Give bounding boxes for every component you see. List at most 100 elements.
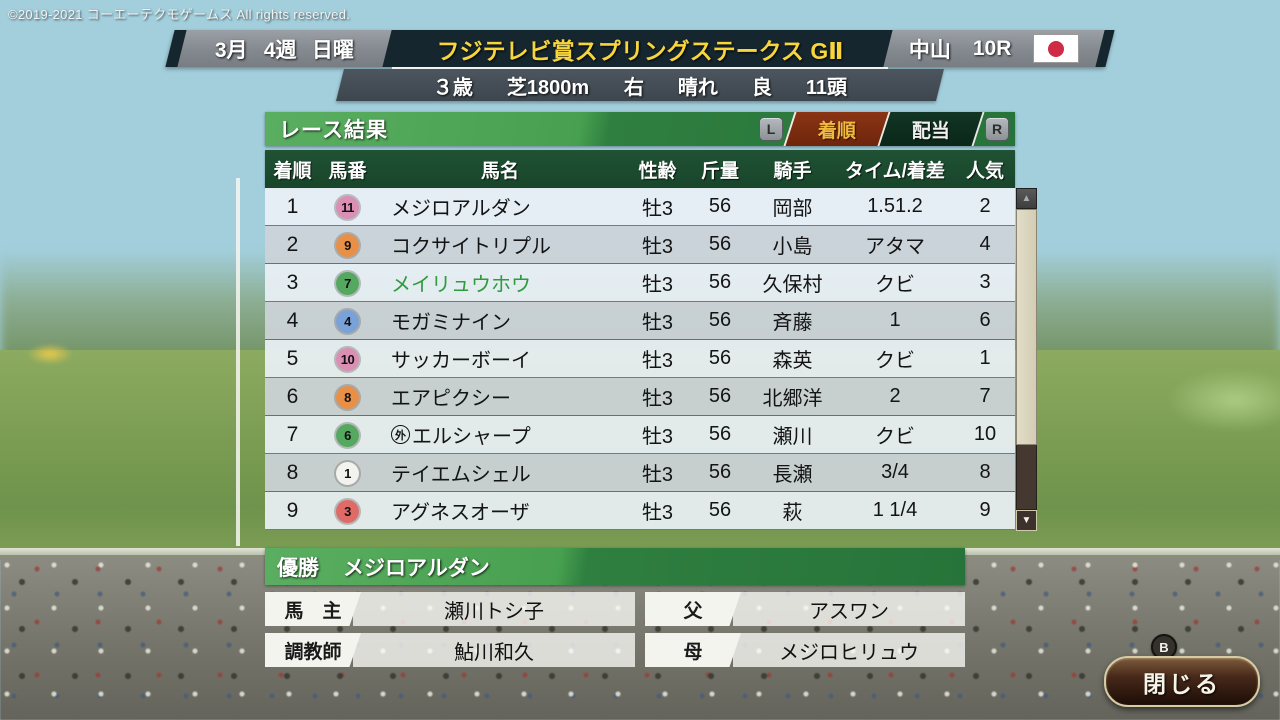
sex-age: 牡3 <box>641 312 674 334</box>
date-week: 4週 <box>263 38 297 62</box>
finish-position: 3 <box>286 270 299 294</box>
col-weight: 斤量 <box>700 160 739 182</box>
sex-age: 牡3 <box>641 388 674 410</box>
pole-decoration <box>236 178 240 546</box>
horse-name: メイリュウホウ <box>391 274 531 296</box>
jockey-name: 瀬川 <box>772 426 813 448</box>
horse-number-badge: 9 <box>336 233 359 257</box>
jockey-name: 北郷洋 <box>762 388 823 410</box>
trainer-label: 調教師 <box>265 633 361 667</box>
japan-flag-icon <box>1033 34 1080 63</box>
sex-age: 牡3 <box>641 350 674 372</box>
owner-label: 馬 主 <box>265 592 361 626</box>
panel-title: レース結果 <box>279 119 388 142</box>
close-button[interactable]: 閉じる <box>1104 656 1260 707</box>
time-margin: クビ <box>875 274 915 296</box>
horse-number-badge: 8 <box>336 385 359 409</box>
horse-name: アグネスオーザ <box>391 502 530 524</box>
date-day: 日曜 <box>312 38 355 62</box>
venue-banner: 中山 10R <box>883 30 1105 67</box>
race-date: 3月 4週 日曜 <box>177 30 392 67</box>
jockey-name: 小島 <box>772 236 813 258</box>
popularity: 1 <box>979 347 991 369</box>
finish-position: 2 <box>286 232 299 256</box>
jockey-name: 長瀬 <box>772 464 813 486</box>
trainer-row: 調教師 鮎川和久 <box>265 633 635 667</box>
horse-name: コクサイトリプル <box>391 236 551 258</box>
scrollbar-track[interactable] <box>1016 445 1037 510</box>
horse-number-badge: 6 <box>336 423 359 447</box>
dam-label: 母 <box>645 633 741 667</box>
scroll-up-icon[interactable]: ▲ <box>1016 188 1037 209</box>
scrollbar-thumb[interactable] <box>1016 209 1037 445</box>
table-row[interactable]: 3 7 メイリュウホウ 牡3 56 久保村 クビ 3 <box>265 264 1015 302</box>
condition-weather: 晴れ <box>677 76 718 99</box>
owner-row: 馬 主 瀬川トシ子 <box>265 592 635 626</box>
time-margin: クビ <box>875 350 915 372</box>
popularity: 10 <box>973 423 997 445</box>
tab-payout[interactable]: 配当 <box>879 112 985 146</box>
l-shoulder-button[interactable]: L <box>759 117 783 141</box>
carried-weight: 56 <box>708 499 732 521</box>
col-time-margin: タイム/着差 <box>845 160 945 182</box>
popularity: 8 <box>979 461 991 483</box>
sex-age: 牡3 <box>641 502 674 524</box>
carried-weight: 56 <box>708 271 732 293</box>
popularity: 6 <box>979 309 991 331</box>
scroll-down-icon[interactable]: ▼ <box>1016 510 1037 531</box>
jockey-name: 萩 <box>782 502 803 524</box>
popularity: 4 <box>979 233 991 255</box>
table-row[interactable]: 6 8 エアピクシー 牡3 56 北郷洋 2 7 <box>265 378 1015 416</box>
results-table-header: 着順 馬番 馬名 性齢 斤量 騎手 タイム/着差 人気 <box>265 150 1015 188</box>
race-title-banner: フジテレビ賞スプリングステークス GⅡ <box>392 30 888 67</box>
table-row[interactable]: 8 1 テイエムシェル 牡3 56 長瀬 3/4 8 <box>265 454 1015 492</box>
popularity: 2 <box>979 195 991 217</box>
race-name: フジテレビ賞スプリングステークス GⅡ <box>436 37 844 64</box>
table-row[interactable]: 1 11 メジロアルダン 牡3 56 岡部 1.51.2 2 <box>265 188 1015 226</box>
time-margin: 2 <box>889 385 901 407</box>
carried-weight: 56 <box>708 233 732 255</box>
horse-name: エアピクシー <box>391 388 511 410</box>
tab-finish-order[interactable]: 着順 <box>783 112 891 146</box>
condition-direction: 右 <box>623 76 644 99</box>
copyright-notice: ©2019-2021 コーエーテクモゲームス All rights reserv… <box>8 7 351 22</box>
table-row[interactable]: 9 3 アグネスオーザ 牡3 56 萩 1 1/4 9 <box>265 492 1015 530</box>
dam-row: 母 メジロヒリュウ <box>645 633 965 667</box>
popularity: 7 <box>979 385 991 407</box>
carried-weight: 56 <box>708 461 732 483</box>
table-scrollbar[interactable]: ▲ ▼ <box>1016 188 1037 531</box>
time-margin: クビ <box>875 426 915 448</box>
horse-number-badge: 1 <box>336 461 359 485</box>
results-table-body: 1 11 メジロアルダン 牡3 56 岡部 1.51.2 2 2 9 コクサイト… <box>265 188 1015 530</box>
horse-name: サッカーボーイ <box>391 350 531 372</box>
col-horse-number: 馬番 <box>328 160 367 182</box>
col-sex-age: 性齢 <box>638 160 677 182</box>
finish-position: 9 <box>286 498 299 522</box>
condition-going: 良 <box>751 76 772 99</box>
bush-decoration <box>1165 368 1280 432</box>
finish-position: 4 <box>286 308 299 332</box>
sex-age: 牡3 <box>641 274 674 296</box>
popularity: 9 <box>979 499 991 521</box>
horse-number-badge: 11 <box>336 195 359 219</box>
condition-course: 芝1800m <box>507 76 590 99</box>
header-divider <box>392 67 888 69</box>
race-number: 10R <box>972 36 1012 60</box>
time-margin: 3/4 <box>881 461 909 483</box>
jockey-name: 斉藤 <box>772 312 813 334</box>
table-row[interactable]: 7 6 外エルシャープ 牡3 56 瀬川 クビ 10 <box>265 416 1015 454</box>
time-margin: 1 1/4 <box>872 499 918 521</box>
table-row[interactable]: 2 9 コクサイトリプル 牡3 56 小島 アタマ 4 <box>265 226 1015 264</box>
table-row[interactable]: 5 10 サッカーボーイ 牡3 56 森英 クビ 1 <box>265 340 1015 378</box>
r-shoulder-button[interactable]: R <box>985 117 1009 141</box>
horse-number-badge: 10 <box>336 347 359 371</box>
finish-position: 8 <box>286 460 299 484</box>
date-month: 3月 <box>214 38 248 62</box>
table-row[interactable]: 4 4 モガミナイン 牡3 56 斉藤 1 6 <box>265 302 1015 340</box>
sex-age: 牡3 <box>641 236 674 258</box>
col-finish: 着順 <box>273 160 312 182</box>
winner-label: 優勝 <box>277 556 319 580</box>
sex-age: 牡3 <box>641 426 674 448</box>
horse-number-badge: 7 <box>336 271 359 295</box>
jockey-name: 久保村 <box>762 274 823 296</box>
